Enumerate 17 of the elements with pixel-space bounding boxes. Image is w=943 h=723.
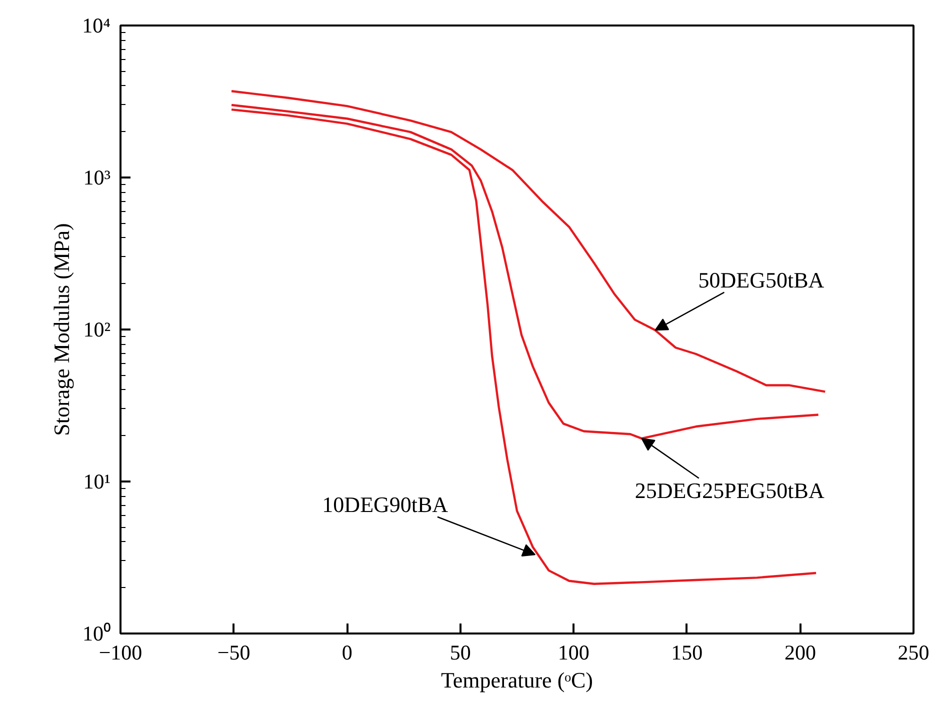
y-tick-label: 10⁴ (82, 14, 111, 38)
x-tick-label: 50 (450, 640, 471, 664)
x-tick-label: 200 (784, 640, 816, 664)
y-tick-label: 10³ (83, 166, 110, 190)
annotation: 10DEG90tBA (322, 492, 448, 518)
annotation: 50DEG50tBA (698, 268, 824, 293)
x-tick-label: 0 (342, 640, 352, 664)
line-series (230, 90, 826, 393)
x-tick-label: 250 (898, 640, 930, 664)
x-axis-title: Temperature (ᵒC) (441, 668, 594, 692)
y-tick-label: 10² (83, 318, 110, 342)
x-tick-label: 100 (558, 640, 590, 664)
y-tick-label: 10¹ (83, 470, 110, 494)
x-tick-label: 150 (671, 640, 703, 664)
y-axis-title: Storage Modulus (MPa) (49, 223, 74, 436)
x-tick-label: −50 (217, 640, 250, 664)
annotation: 25DEG25PEG50tBA (634, 478, 824, 503)
